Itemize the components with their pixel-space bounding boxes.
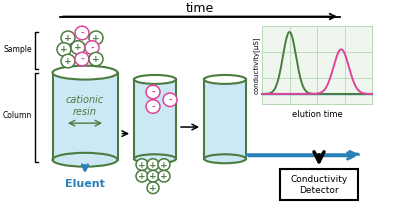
Text: +: + — [138, 160, 146, 170]
FancyBboxPatch shape — [280, 169, 358, 200]
Text: -: - — [80, 55, 84, 64]
Circle shape — [71, 41, 85, 54]
Circle shape — [163, 93, 177, 106]
Text: +: + — [149, 172, 157, 181]
Text: +: + — [64, 57, 72, 66]
Ellipse shape — [52, 66, 118, 80]
Text: +: + — [92, 55, 100, 64]
Ellipse shape — [134, 75, 176, 84]
Circle shape — [147, 159, 159, 170]
Polygon shape — [134, 80, 176, 159]
Circle shape — [136, 170, 148, 182]
Text: -: - — [168, 96, 172, 105]
Ellipse shape — [134, 154, 176, 163]
Text: -: - — [151, 88, 155, 97]
Polygon shape — [52, 73, 118, 160]
Polygon shape — [204, 80, 246, 159]
Text: +: + — [149, 184, 157, 193]
Polygon shape — [262, 26, 372, 104]
Text: -: - — [151, 102, 155, 112]
Circle shape — [158, 159, 170, 170]
Text: time: time — [186, 1, 214, 15]
Text: elution time: elution time — [292, 110, 342, 119]
Text: Column: Column — [3, 111, 32, 120]
Text: cationic
resin: cationic resin — [66, 95, 104, 117]
Circle shape — [75, 52, 89, 66]
Text: +: + — [74, 43, 82, 52]
Text: +: + — [64, 34, 72, 43]
Circle shape — [146, 100, 160, 113]
Circle shape — [57, 43, 71, 56]
Circle shape — [61, 31, 75, 45]
Text: Eluent: Eluent — [65, 179, 105, 189]
Text: +: + — [149, 160, 157, 170]
Text: conductivity[µS]: conductivity[µS] — [253, 36, 260, 94]
Text: -: - — [80, 29, 84, 38]
Text: Conductivity
Detector: Conductivity Detector — [290, 175, 348, 195]
Circle shape — [85, 41, 99, 54]
Circle shape — [75, 26, 89, 40]
Circle shape — [146, 85, 160, 99]
Circle shape — [158, 170, 170, 182]
Text: +: + — [92, 34, 100, 43]
Text: +: + — [160, 160, 168, 170]
Ellipse shape — [204, 75, 246, 84]
Circle shape — [61, 54, 75, 68]
Text: +: + — [138, 172, 146, 181]
Circle shape — [89, 52, 103, 66]
Text: -: - — [90, 43, 94, 52]
Ellipse shape — [204, 154, 246, 163]
Text: Sample: Sample — [3, 45, 32, 54]
Text: +: + — [160, 172, 168, 181]
Circle shape — [136, 159, 148, 170]
Circle shape — [147, 170, 159, 182]
Circle shape — [147, 182, 159, 194]
Ellipse shape — [52, 153, 118, 167]
Circle shape — [89, 31, 103, 45]
Text: +: + — [60, 45, 68, 54]
